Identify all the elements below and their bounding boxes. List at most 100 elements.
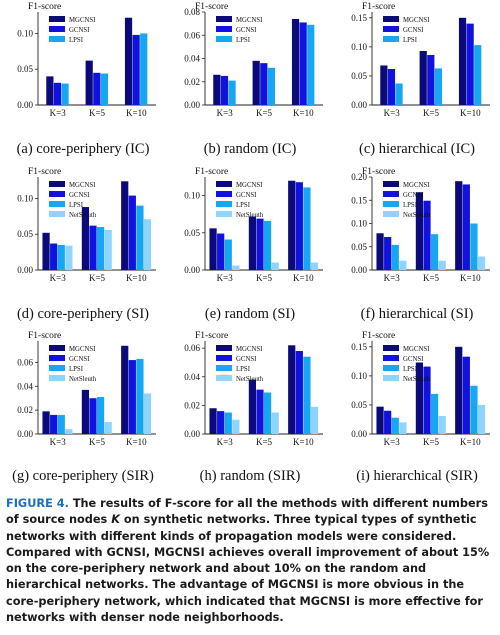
figure-caption-text-2: on synthetic networks. Three typical typ…: [6, 513, 490, 625]
chart-f-legend-label: GCNSI: [403, 192, 424, 199]
chart-a-bar-gcnsi-2: [93, 72, 101, 105]
chart-i-bar-lpsi-1: [391, 417, 399, 434]
chart-g-bar-netsleuth-2: [104, 422, 112, 434]
chart-e-legend-swatch: [216, 211, 232, 217]
chart-e: F1-score 0.00 0.05 0.10 K=3 K=5 K=10 MGCNSI GCNS…: [184, 167, 323, 283]
chart-b-ytick-label: 0.08: [184, 7, 200, 17]
chart-g-ytick-label: 0.04: [17, 381, 33, 391]
chart-b-bar-mgcnsi-1: [213, 74, 221, 105]
chart-i-bar-lpsi-2: [431, 393, 439, 434]
chart-d-legend-label: LPSI: [69, 202, 84, 209]
chart-g-legend-label: GCNSI: [69, 356, 90, 363]
chart-c-bar-mgcnsi-2: [419, 50, 427, 105]
chart-g-ylabel: F1-score: [28, 331, 61, 341]
chart-h-bar-lpsi-2: [264, 392, 272, 434]
chart-e-xtick-label: K=3: [217, 273, 234, 283]
chart-d-bar-netsleuth-3: [143, 219, 152, 270]
chart-a-ytick-label: 0.00: [17, 100, 33, 110]
chart-e-ytick-label: 0.00: [184, 265, 200, 275]
chart-b-bar-mgcnsi-2: [252, 60, 260, 105]
chart-d: F1-score 0.00 0.05 0.10 K=3 K=5 K=10 MGCNSI GCNS…: [17, 167, 156, 283]
caption-g: (g) core-periphery (SIR): [12, 468, 154, 484]
chart-d-legend-label: GCNSI: [69, 192, 90, 199]
chart-a-bar-mgcnsi-2: [85, 60, 93, 105]
chart-h-xtick-label: K=3: [217, 437, 234, 447]
chart-i-bar-gcnsi-3: [462, 356, 470, 434]
chart-e-bar-lpsi-3: [303, 187, 311, 270]
chart-f-ytick-label: 0.05: [351, 242, 367, 252]
chart-h-legend-swatch: [216, 355, 232, 361]
chart-d-bar-mgcnsi-1: [42, 232, 50, 270]
chart-g-legend-swatch: [49, 365, 65, 371]
chart-f-bar-gcnsi-3: [462, 184, 470, 270]
chart-f-bar-lpsi-1: [391, 244, 399, 270]
chart-i-xtick-label: K=3: [384, 437, 401, 447]
chart-c-legend-label: LPSI: [403, 37, 418, 44]
chart-b-bar-gcnsi-1: [220, 75, 229, 105]
chart-a-ytick-label: 0.10: [17, 28, 33, 38]
caption-h: (h) random (SIR): [199, 468, 301, 484]
chart-c-ytick-label: 0.00: [351, 100, 367, 110]
chart-e-xtick-label: K=5: [256, 273, 273, 283]
chart-e-bar-mgcnsi-3: [288, 180, 296, 270]
chart-g-legend-swatch: [49, 375, 65, 381]
chart-h-ytick-label: 0.02: [184, 400, 200, 410]
chart-g-xtick-label: K=10: [126, 437, 147, 447]
chart-h-xtick-label: K=5: [256, 437, 273, 447]
chart-g-bar-netsleuth-1: [65, 429, 73, 434]
chart-g-bar-mgcnsi-3: [121, 345, 129, 434]
chart-d-bar-lpsi-2: [97, 227, 105, 270]
chart-g-bar-mgcnsi-2: [81, 389, 89, 434]
chart-b-bar-mgcnsi-3: [291, 18, 300, 106]
chart-g-bar-gcnsi-3: [128, 360, 136, 434]
chart-h-ylabel: F1-score: [195, 331, 228, 341]
chart-g-xtick-label: K=5: [89, 437, 106, 447]
chart-h-bar-mgcnsi-3: [288, 345, 296, 434]
chart-i-bar-mgcnsi-2: [415, 362, 423, 434]
chart-d-xtick-label: K=3: [50, 273, 67, 283]
chart-d-bar-lpsi-3: [136, 205, 144, 270]
chart-g-bar-lpsi-2: [97, 397, 105, 434]
chart-a-xtick-label: K=5: [89, 108, 106, 118]
chart-c-ylabel: F1-score: [362, 2, 395, 12]
chart-f-xtick-label: K=10: [460, 273, 481, 283]
chart-d-legend-swatch: [49, 211, 65, 217]
chart-g-bar-gcnsi-1: [50, 414, 58, 434]
bar-charts-canvas: F1-score 0.00 0.05 0.10 K=3 K=5 K=10 MGCNSI GCNS…: [17, 2, 490, 447]
chart-g-ytick-label: 0.06: [17, 357, 33, 367]
chart-i-ytick-label: 0.00: [351, 429, 367, 439]
chart-e-ylabel: F1-score: [195, 167, 228, 177]
chart-f-legend-label: NetSleuth: [403, 212, 431, 219]
chart-c-bar-lpsi-1: [395, 83, 403, 105]
chart-f-bar-netsleuth-1: [399, 260, 407, 270]
chart-i-legend-label: LPSI: [403, 366, 418, 373]
caption-e: (e) random (SI): [204, 306, 296, 322]
chart-i: F1-score 0.00 0.05 0.10 0.15 K=3 K=5 K=10 MGCNSI…: [351, 331, 490, 447]
chart-f-ylabel: F1-score: [362, 167, 395, 177]
chart-c-bar-gcnsi-3: [466, 23, 474, 105]
chart-c-xtick-label: K=5: [423, 108, 440, 118]
chart-h-legend-label: LPSI: [236, 366, 251, 373]
chart-f-legend-swatch: [383, 181, 399, 187]
chart-f-bar-lpsi-2: [431, 234, 439, 270]
chart-c-bar-gcnsi-2: [427, 55, 435, 105]
chart-h-bar-netsleuth-3: [310, 406, 319, 434]
chart-i-bar-netsleuth-2: [438, 415, 446, 434]
chart-h-bar-lpsi-1: [224, 412, 232, 434]
chart-d-ytick-label: 0.00: [17, 265, 33, 275]
chart-a-xtick-label: K=10: [126, 108, 147, 118]
caption-c: (c) hierarchical (IC): [359, 141, 475, 157]
chart-e-ytick-label: 0.05: [184, 228, 200, 238]
chart-i-bar-mgcnsi-3: [455, 346, 463, 434]
chart-a-legend-label: MGCNSI: [69, 17, 96, 24]
figure-caption: FIGURE 4. The results of F-score for all…: [6, 496, 496, 626]
chart-d-legend-swatch: [49, 201, 65, 207]
chart-c-bar-mgcnsi-1: [380, 65, 388, 105]
chart-d-xtick-label: K=5: [89, 273, 106, 283]
chart-d-bar-netsleuth-2: [104, 229, 112, 270]
chart-a-legend-swatch: [49, 26, 65, 32]
chart-b-bar-gcnsi-3: [299, 22, 307, 105]
chart-f-ytick-label: 0.20: [351, 172, 367, 182]
chart-f-legend-swatch: [383, 201, 399, 207]
chart-i-legend-swatch: [383, 345, 399, 351]
